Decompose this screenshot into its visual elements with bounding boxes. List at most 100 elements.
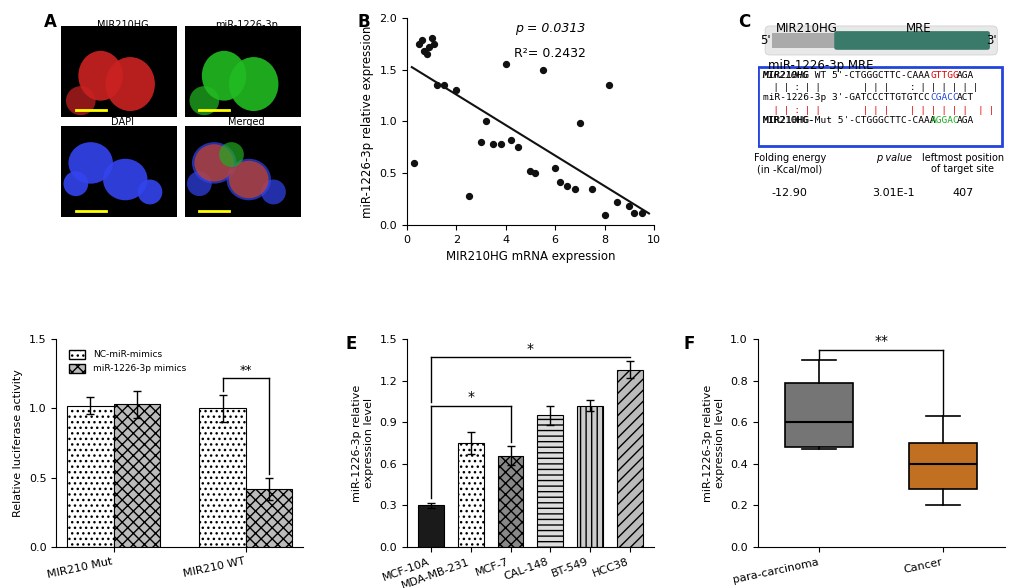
Point [527,169,543,178]
Point [413,36,429,45]
Text: **: ** [873,333,888,348]
X-axis label: MIR210HG mRNA expression: MIR210HG mRNA expression [445,250,614,263]
Bar [418,505,443,547]
FancyBboxPatch shape [771,33,836,48]
Ellipse shape [66,86,96,115]
Bar [537,415,562,547]
Point [421,42,437,51]
Y-axis label: miR-1226-3p relative
expression level: miR-1226-3p relative expression level [702,385,723,502]
Text: Merged: Merged [228,117,264,127]
Point [416,46,432,55]
Point [584,184,600,193]
FancyBboxPatch shape [764,26,997,55]
Bar [200,409,246,547]
Point [558,181,575,191]
Point [567,184,583,193]
Text: F: F [683,335,694,353]
Point [492,139,508,149]
Text: MIR210HG-: MIR210HG- [762,116,813,125]
Text: -12.90: -12.90 [771,188,807,198]
Bar [184,26,301,117]
Point [428,81,444,90]
Text: 3': 3' [985,34,997,47]
Text: miR-1226-3p 3'-GATCCCTTGTGTCC: miR-1226-3p 3'-GATCCCTTGTGTCC [762,93,928,102]
Ellipse shape [219,142,244,167]
Bar [458,443,483,547]
Point [411,39,427,48]
Ellipse shape [226,159,271,201]
Point [435,81,451,90]
Point [477,116,493,126]
FancyBboxPatch shape [834,31,988,50]
Text: B: B [357,14,370,32]
Legend: NC-miR-mimics, miR-1226-3p mimics: NC-miR-mimics, miR-1226-3p mimics [65,346,190,377]
Text: 407: 407 [951,188,972,198]
Bar [246,489,291,547]
Ellipse shape [68,142,113,183]
Point [626,208,642,218]
Bar [577,406,602,547]
Ellipse shape [202,51,246,101]
PathPatch shape [785,383,853,447]
Point [418,49,434,59]
Text: MIR210HG: MIR210HG [762,71,813,79]
Point [596,210,612,219]
Text: MIR210HG WT 5'-CTGGGCTTC-CAAA: MIR210HG WT 5'-CTGGGCTTC-CAAA [762,71,928,79]
Y-axis label: miR-1226-3p relative expression: miR-1226-3p relative expression [361,25,374,218]
Text: miR-1226-3p MRE: miR-1226-3p MRE [767,59,872,72]
Point [510,143,526,152]
Text: *: * [527,342,533,356]
Text: MIR210HG: MIR210HG [775,22,838,35]
Text: p value: p value [874,152,911,162]
Point [551,177,568,186]
Point [546,163,562,173]
Text: CGACC: CGACC [929,93,959,102]
Ellipse shape [192,142,236,183]
Point [497,59,514,69]
Text: GTTGG: GTTGG [929,71,959,79]
Text: A: A [44,14,57,32]
Bar [61,126,177,217]
Ellipse shape [63,171,88,196]
Y-axis label: Relative luciferase activity: Relative luciferase activity [13,369,23,517]
Text: Folding energy
(in -Kcal/mol): Folding energy (in -Kcal/mol) [753,152,825,174]
Ellipse shape [138,179,162,205]
Point [423,34,439,43]
Ellipse shape [186,171,212,196]
Point [608,198,625,207]
Text: p = 0.0313: p = 0.0313 [515,22,585,35]
Ellipse shape [190,86,219,115]
Ellipse shape [103,159,148,201]
Text: 3.01E-1: 3.01E-1 [871,188,914,198]
Text: ACT: ACT [957,93,973,102]
Bar [113,405,160,547]
Bar [67,406,113,547]
Ellipse shape [195,144,233,182]
Text: MIR210HG-Mut 5'-CTGGGCTTC-CAAA: MIR210HG-Mut 5'-CTGGGCTTC-CAAA [762,116,934,125]
Text: AGA: AGA [957,71,973,79]
Bar [61,26,177,117]
Bar [497,456,523,547]
Text: leftmost position
of target site: leftmost position of target site [921,152,1003,174]
Text: MIR210HG: MIR210HG [97,20,149,30]
Y-axis label: miR-1226-3p relative
expression level: miR-1226-3p relative expression level [352,385,374,502]
PathPatch shape [908,443,976,489]
Bar [184,126,301,217]
Ellipse shape [105,57,155,111]
Text: DAPI: DAPI [111,117,135,127]
Point [460,192,476,201]
Point [485,139,501,149]
Point [571,119,587,128]
Point [406,158,422,168]
Text: *: * [467,390,474,405]
Text: **: ** [239,363,252,377]
Ellipse shape [229,57,278,111]
Ellipse shape [229,161,268,198]
Text: C: C [737,14,749,32]
Point [426,39,442,48]
Point [534,65,550,74]
Point [502,135,519,145]
Text: | | : | |        | | |    : | | | | | |: | | : | | | | | : | | | | | | [762,83,977,92]
Point [447,86,464,95]
Point [621,202,637,211]
